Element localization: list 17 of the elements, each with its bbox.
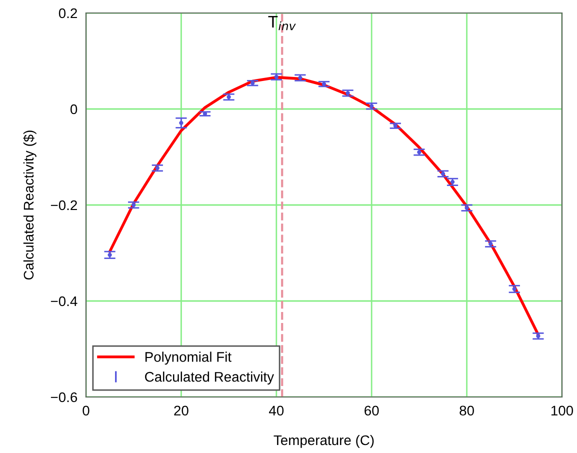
y-axis-title: Calculated Reactivity ($) [23,130,36,280]
y-tick-label: −0.2 [50,200,77,210]
legend-label: Polynomial Fit [145,352,232,365]
x-axis-title: Temperature (C) [274,434,374,448]
x-tick-label: 40 [268,406,284,416]
x-tick-label: 60 [364,406,379,416]
y-tick-label: 0.2 [58,8,77,18]
ref-line-label: T$_{inv}$ [268,16,296,30]
y-tick-label: 0 [70,104,78,114]
legend-label: Calculated Reactivity [145,372,274,384]
x-tick-label: 0 [82,406,90,416]
x-tick-label: 20 [174,406,188,416]
x-tick-label: 80 [460,406,474,416]
x-tick-label: 100 [551,406,574,416]
y-tick-label: −0.6 [50,392,78,402]
point [179,120,184,126]
y-tick-label: −0.4 [50,296,78,306]
